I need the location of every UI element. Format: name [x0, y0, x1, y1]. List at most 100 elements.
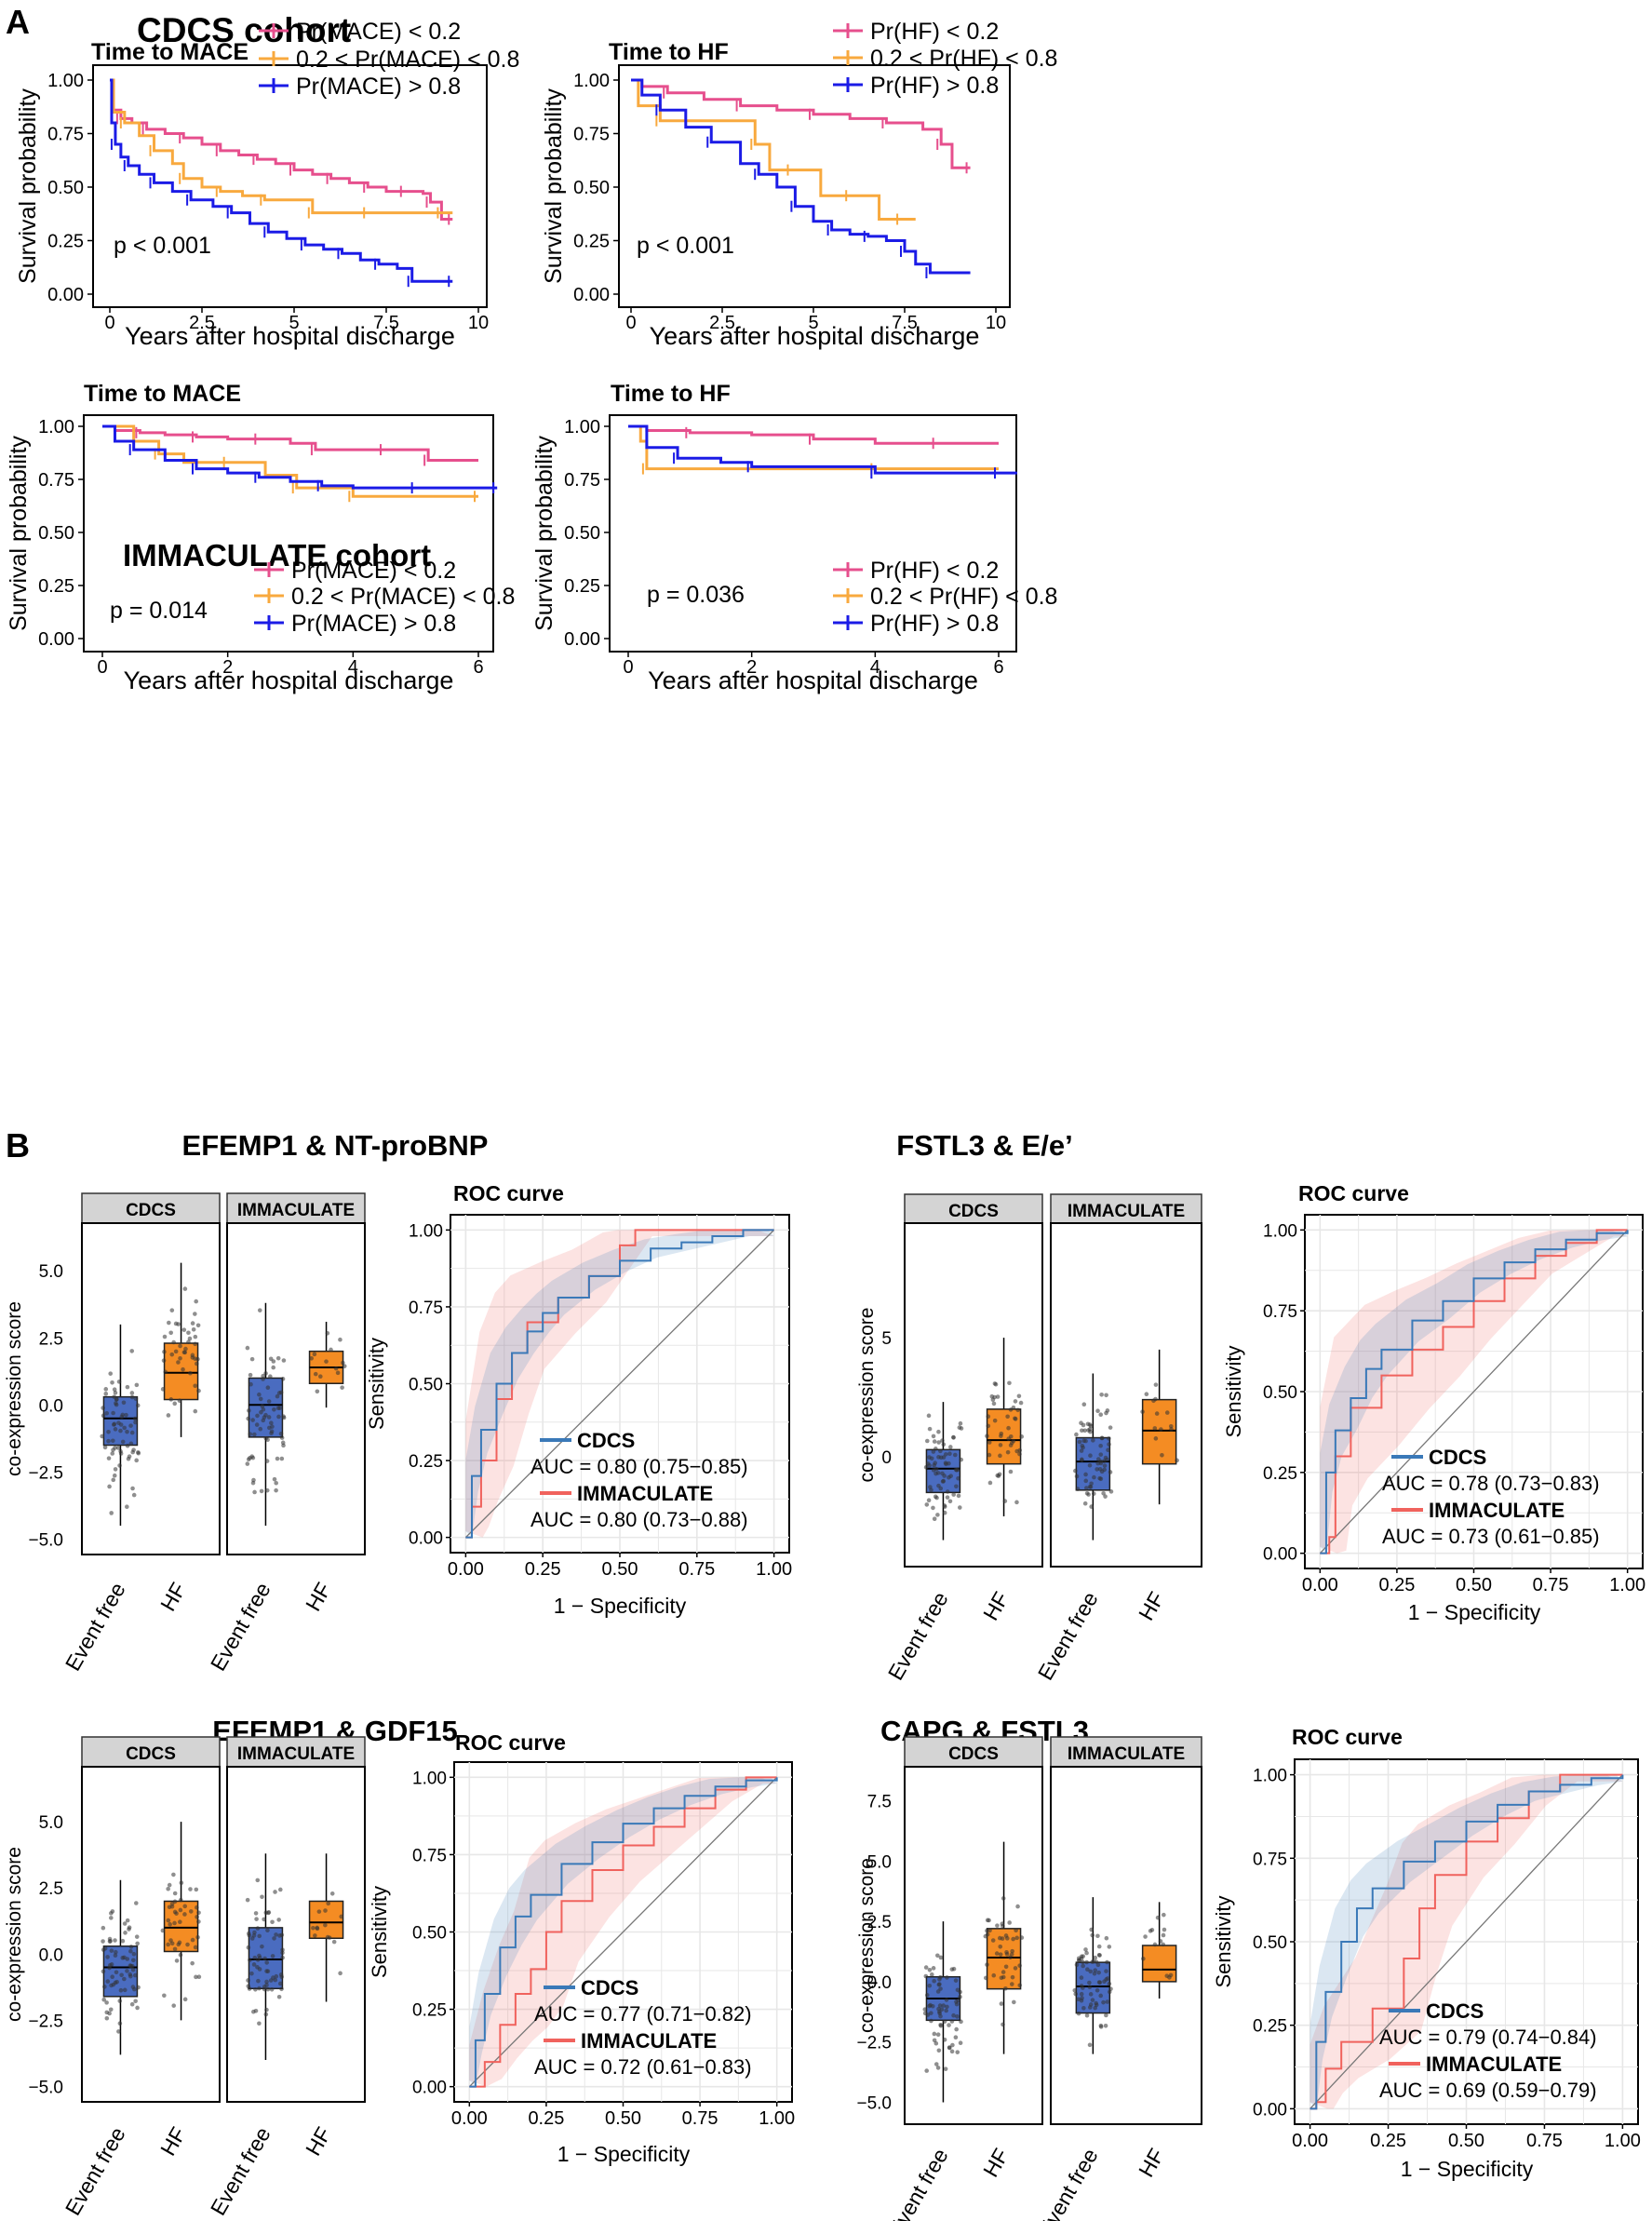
box-jitter-point: [1098, 1452, 1104, 1457]
box-jitter-point: [105, 1955, 110, 1959]
box-group-label: Event free: [60, 1579, 130, 1676]
box-jitter-point: [1003, 1985, 1008, 1991]
box-jitter-point: [279, 1974, 285, 1980]
box-jitter-point: [933, 1447, 938, 1451]
box-jitter-point: [178, 1897, 183, 1903]
box-jitter-point: [312, 1352, 317, 1357]
box-jitter-point: [160, 1387, 166, 1392]
box-jitter-point: [923, 1965, 929, 1970]
box-jitter-point: [104, 2000, 109, 2005]
box-jitter-point: [257, 2021, 262, 2026]
box-jitter-point: [316, 1909, 322, 1914]
box-jitter-point: [263, 1371, 268, 1376]
box-jitter-point: [1159, 1427, 1163, 1432]
box-jitter-point: [1089, 1927, 1094, 1932]
box-jitter-point: [166, 1918, 171, 1923]
box-jitter-point: [279, 1986, 284, 1992]
box-jitter-point: [136, 1449, 141, 1455]
roc-ytick-label: 1.00: [1263, 1221, 1297, 1241]
km-xtick-label: 6: [993, 657, 1003, 678]
box-jitter-point: [1008, 1443, 1014, 1447]
roc-xtick-label: 0.00: [1302, 1575, 1338, 1595]
km-ytick-label: 0.25: [564, 576, 600, 597]
box-jitter-point: [246, 1978, 250, 1983]
box-jitter-point: [274, 1932, 278, 1937]
box-jitter-point: [931, 1966, 936, 1971]
km-xtick-label: 0: [97, 657, 107, 678]
box-jitter-point: [987, 1918, 991, 1923]
box-jitter-point: [252, 1489, 257, 1495]
box-jitter-point: [111, 1982, 116, 1987]
box-jitter-point: [1106, 1447, 1110, 1453]
box-jitter-point: [161, 1358, 167, 1363]
box-jitter-point: [169, 1901, 175, 1906]
box-jitter-point: [275, 1355, 281, 1361]
box-jitter-point: [1108, 1986, 1113, 1991]
box-jitter-point: [1015, 1904, 1020, 1909]
km-xlabel: Years after hospital discharge: [124, 666, 454, 694]
box-jitter-point: [956, 1493, 961, 1499]
box-jitter-point: [266, 1910, 272, 1915]
box-jitter-point: [1107, 1442, 1111, 1447]
box-jitter-point: [1001, 1896, 1006, 1901]
box-jitter-point: [944, 1461, 948, 1467]
box-jitter-point: [125, 1443, 130, 1448]
km-xtick-label: 2: [222, 657, 233, 678]
box-jitter-point: [261, 1418, 266, 1423]
box-jitter-point: [1012, 1999, 1016, 2005]
box-jitter-point: [195, 1915, 199, 1919]
box-jitter-point: [171, 1339, 176, 1345]
box-jitter-point: [128, 1963, 134, 1969]
roc-xtick-label: 0.25: [1370, 2131, 1406, 2151]
roc-confidence-band: [465, 1230, 774, 1538]
roc-ylabel: Sensitivity: [1212, 1895, 1235, 1987]
facet-panel: [226, 1222, 366, 1555]
box-jitter-point: [991, 1972, 997, 1978]
box-jitter-point: [1014, 1935, 1019, 1941]
roc-xtick-label: 0.75: [678, 1559, 715, 1580]
box-jitter-point: [118, 1451, 124, 1456]
box-jitter-point: [188, 1887, 193, 1891]
box-jitter-point: [129, 1391, 135, 1395]
box-jitter-point: [1079, 1991, 1084, 1997]
roc-ytick-label: 1.00: [412, 1769, 447, 1788]
box-jitter-point: [245, 1345, 250, 1351]
box-ytick-label: −5.0: [856, 2093, 892, 2113]
km-ylabel: Survival probability: [531, 436, 557, 631]
box-jitter-point: [1072, 1988, 1078, 1993]
box-jitter-point: [120, 1938, 126, 1944]
box-jitter-point: [272, 1476, 277, 1482]
box-jitter-point: [1088, 2002, 1094, 2007]
box-jitter-point: [1002, 1499, 1008, 1503]
facet-panel: [226, 1766, 366, 2103]
box-jitter-point: [1080, 1996, 1084, 2000]
box-jitter-point: [174, 1959, 180, 1963]
box-jitter-point: [162, 1993, 167, 1999]
box-jitter-point: [313, 1933, 317, 1938]
box-jitter-point: [956, 1998, 960, 2003]
box-jitter-point: [109, 1948, 114, 1953]
km-ytick-label: 0.25: [38, 576, 74, 597]
box-jitter-point: [923, 1464, 929, 1470]
box-jitter-point: [987, 1480, 993, 1486]
box-jitter-point: [254, 1422, 260, 1427]
box-jitter-point: [1087, 1462, 1093, 1468]
box-jitter-point: [1082, 1428, 1087, 1434]
box-jitter-point: [943, 1452, 948, 1457]
roc-xtick-label: 0.25: [1378, 1575, 1415, 1595]
box-jitter-point: [954, 2001, 960, 2007]
roc-legend-auc: AUC = 0.79 (0.74−0.84): [1379, 2026, 1597, 2049]
box-jitter-point: [1098, 1460, 1104, 1466]
box-jitter-point: [1101, 1459, 1107, 1463]
box-jitter-point: [160, 1928, 166, 1933]
km-legend-label: Pr(MACE) < 0.2: [296, 19, 461, 45]
box-jitter-point: [262, 1917, 266, 1922]
box-jitter-point: [1083, 1472, 1088, 1477]
km-ytick-label: 0.00: [564, 629, 600, 650]
box-jitter-point: [188, 1909, 194, 1914]
box-jitter-point: [1001, 1970, 1006, 1974]
box-jitter-point: [945, 1975, 949, 1980]
box-jitter-point: [935, 2066, 941, 2070]
box-jitter-point: [1015, 1407, 1020, 1413]
box-jitter-point: [196, 1388, 201, 1393]
